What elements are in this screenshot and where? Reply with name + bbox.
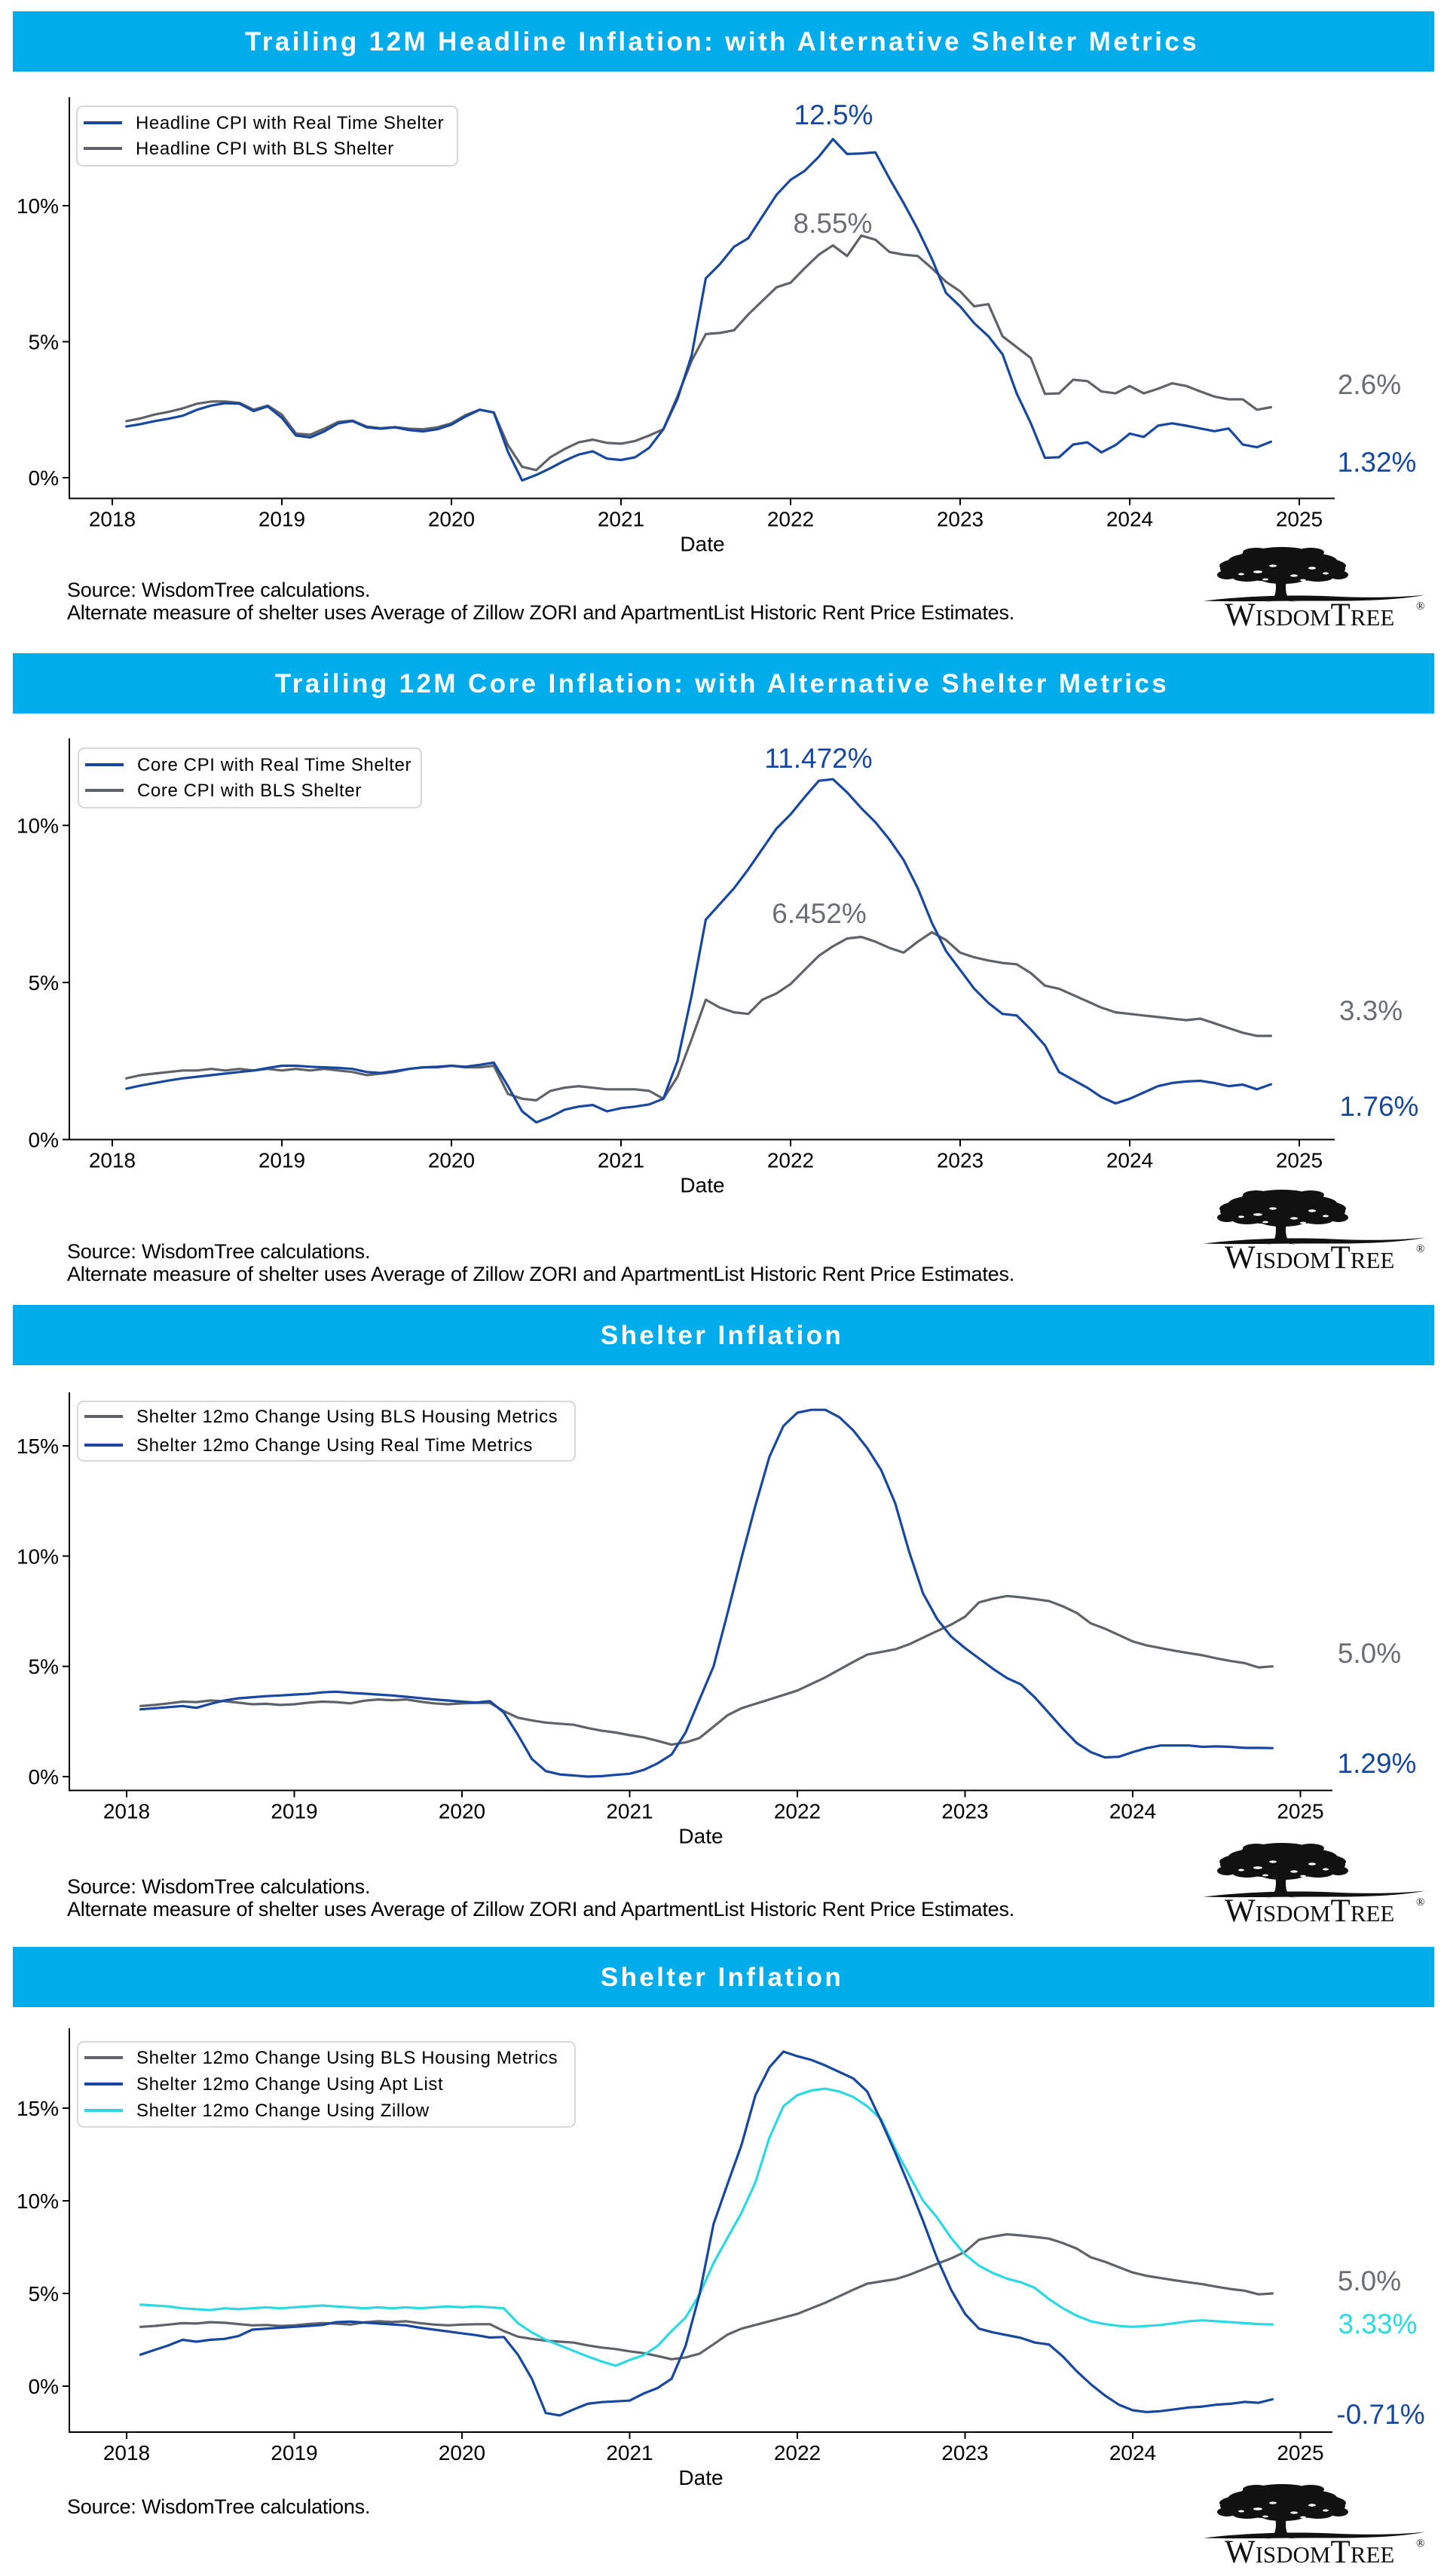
svg-text:Source: WisdomTree calculation: Source: WisdomTree calculations. xyxy=(67,2495,370,2518)
svg-text:5.0%: 5.0% xyxy=(1338,1638,1401,1669)
svg-text:10%: 10% xyxy=(17,2189,59,2213)
svg-text:Core CPI with BLS Shelter: Core CPI with BLS Shelter xyxy=(137,781,362,801)
svg-text:Shelter 12mo Change Using Real: Shelter 12mo Change Using Real Time Metr… xyxy=(136,1435,533,1456)
svg-text:Shelter 12mo Change Using Apt: Shelter 12mo Change Using Apt List xyxy=(136,2074,443,2095)
svg-text:10%: 10% xyxy=(17,1545,59,1568)
svg-text:Shelter Inflation: Shelter Inflation xyxy=(601,1321,843,1350)
svg-text:2024: 2024 xyxy=(1106,508,1153,531)
svg-text:0%: 0% xyxy=(29,466,59,490)
svg-text:-0.71%: -0.71% xyxy=(1336,2399,1424,2430)
svg-text:15%: 15% xyxy=(17,1435,59,1458)
svg-text:5%: 5% xyxy=(29,1655,59,1679)
svg-text:5%: 5% xyxy=(29,2282,59,2306)
svg-text:Source: WisdomTree calculation: Source: WisdomTree calculations. xyxy=(67,579,370,601)
svg-text:Shelter 12mo Change Using Zill: Shelter 12mo Change Using Zillow xyxy=(136,2101,430,2121)
svg-text:5%: 5% xyxy=(29,331,59,354)
svg-text:15%: 15% xyxy=(17,2097,59,2120)
svg-text:2024: 2024 xyxy=(1109,2441,1156,2464)
svg-text:Trailing 12M Core Inflation: w: Trailing 12M Core Inflation: with Altern… xyxy=(275,669,1169,698)
svg-text:Date: Date xyxy=(680,1174,724,1197)
svg-text:Date: Date xyxy=(678,2466,723,2489)
svg-text:2025: 2025 xyxy=(1276,1149,1323,1172)
svg-text:2023: 2023 xyxy=(937,1149,984,1172)
svg-text:1.76%: 1.76% xyxy=(1340,1091,1419,1122)
svg-text:2025: 2025 xyxy=(1276,508,1323,531)
svg-text:2023: 2023 xyxy=(937,508,984,531)
svg-text:5%: 5% xyxy=(29,971,59,995)
svg-text:12.5%: 12.5% xyxy=(794,99,873,130)
svg-text:Trailing 12M Headline Inflatio: Trailing 12M Headline Inflation: with Al… xyxy=(245,27,1199,57)
svg-text:2020: 2020 xyxy=(439,2441,485,2464)
svg-text:11.472%: 11.472% xyxy=(764,743,872,774)
svg-text:2019: 2019 xyxy=(271,1799,317,1823)
svg-text:2021: 2021 xyxy=(598,508,644,531)
svg-text:Alternate measure of shelter u: Alternate measure of shelter uses Averag… xyxy=(67,1898,1014,1921)
svg-text:2021: 2021 xyxy=(606,2441,653,2464)
svg-text:2022: 2022 xyxy=(774,2441,821,2464)
svg-text:2022: 2022 xyxy=(774,1799,821,1823)
svg-text:2023: 2023 xyxy=(941,1799,988,1823)
svg-text:2023: 2023 xyxy=(941,2441,988,2464)
svg-text:2025: 2025 xyxy=(1277,2441,1323,2464)
svg-text:1.29%: 1.29% xyxy=(1338,1748,1417,1779)
svg-text:2020: 2020 xyxy=(428,1149,475,1172)
svg-text:2019: 2019 xyxy=(259,508,305,531)
svg-text:2021: 2021 xyxy=(606,1799,653,1823)
svg-text:3.3%: 3.3% xyxy=(1339,995,1403,1026)
svg-text:8.55%: 8.55% xyxy=(794,208,873,239)
svg-text:Alternate measure of shelter u: Alternate measure of shelter uses Averag… xyxy=(67,601,1014,624)
svg-text:2020: 2020 xyxy=(428,508,475,531)
svg-text:2024: 2024 xyxy=(1106,1149,1153,1172)
svg-text:Headline CPI with Real Time Sh: Headline CPI with Real Time Shelter xyxy=(136,113,444,133)
svg-text:Shelter Inflation: Shelter Inflation xyxy=(601,1963,843,1992)
svg-text:2018: 2018 xyxy=(89,508,136,531)
svg-text:®: ® xyxy=(1416,2538,1424,2550)
svg-text:2.6%: 2.6% xyxy=(1338,369,1401,400)
svg-text:5.0%: 5.0% xyxy=(1338,2266,1401,2296)
svg-text:0%: 0% xyxy=(29,1129,59,1152)
svg-text:Alternate measure of shelter u: Alternate measure of shelter uses Averag… xyxy=(67,1263,1014,1285)
svg-text:Shelter 12mo Change Using BLS: Shelter 12mo Change Using BLS Housing Me… xyxy=(136,2048,558,2068)
svg-text:2018: 2018 xyxy=(103,2441,150,2464)
svg-text:2018: 2018 xyxy=(103,1799,150,1823)
svg-text:®: ® xyxy=(1416,1896,1424,1908)
svg-text:2022: 2022 xyxy=(767,508,814,531)
svg-text:10%: 10% xyxy=(17,194,59,218)
svg-text:Source: WisdomTree calculation: Source: WisdomTree calculations. xyxy=(67,1875,370,1898)
svg-text:2018: 2018 xyxy=(89,1149,136,1172)
svg-text:0%: 0% xyxy=(29,2375,59,2398)
svg-text:®: ® xyxy=(1416,600,1424,613)
svg-text:Date: Date xyxy=(678,1824,723,1847)
svg-text:Shelter 12mo Change Using BLS: Shelter 12mo Change Using BLS Housing Me… xyxy=(136,1407,558,1427)
svg-text:2019: 2019 xyxy=(271,2441,317,2464)
svg-text:0%: 0% xyxy=(29,1765,59,1789)
svg-text:2024: 2024 xyxy=(1109,1799,1156,1823)
svg-text:2022: 2022 xyxy=(767,1149,814,1172)
svg-text:2019: 2019 xyxy=(259,1149,305,1172)
svg-text:Headline CPI with BLS Shelter: Headline CPI with BLS Shelter xyxy=(136,139,394,159)
svg-text:®: ® xyxy=(1416,1243,1424,1255)
svg-text:Source: WisdomTree calculation: Source: WisdomTree calculations. xyxy=(67,1240,370,1263)
svg-text:2020: 2020 xyxy=(439,1799,485,1823)
svg-text:1.32%: 1.32% xyxy=(1338,447,1417,478)
svg-text:3.33%: 3.33% xyxy=(1338,2309,1418,2339)
svg-text:Core CPI with Real Time Shelte: Core CPI with Real Time Shelter xyxy=(137,755,411,775)
svg-text:2021: 2021 xyxy=(598,1149,644,1172)
svg-text:2025: 2025 xyxy=(1277,1799,1323,1823)
svg-text:Date: Date xyxy=(680,533,724,556)
svg-text:6.452%: 6.452% xyxy=(772,898,867,929)
svg-text:10%: 10% xyxy=(17,814,59,838)
